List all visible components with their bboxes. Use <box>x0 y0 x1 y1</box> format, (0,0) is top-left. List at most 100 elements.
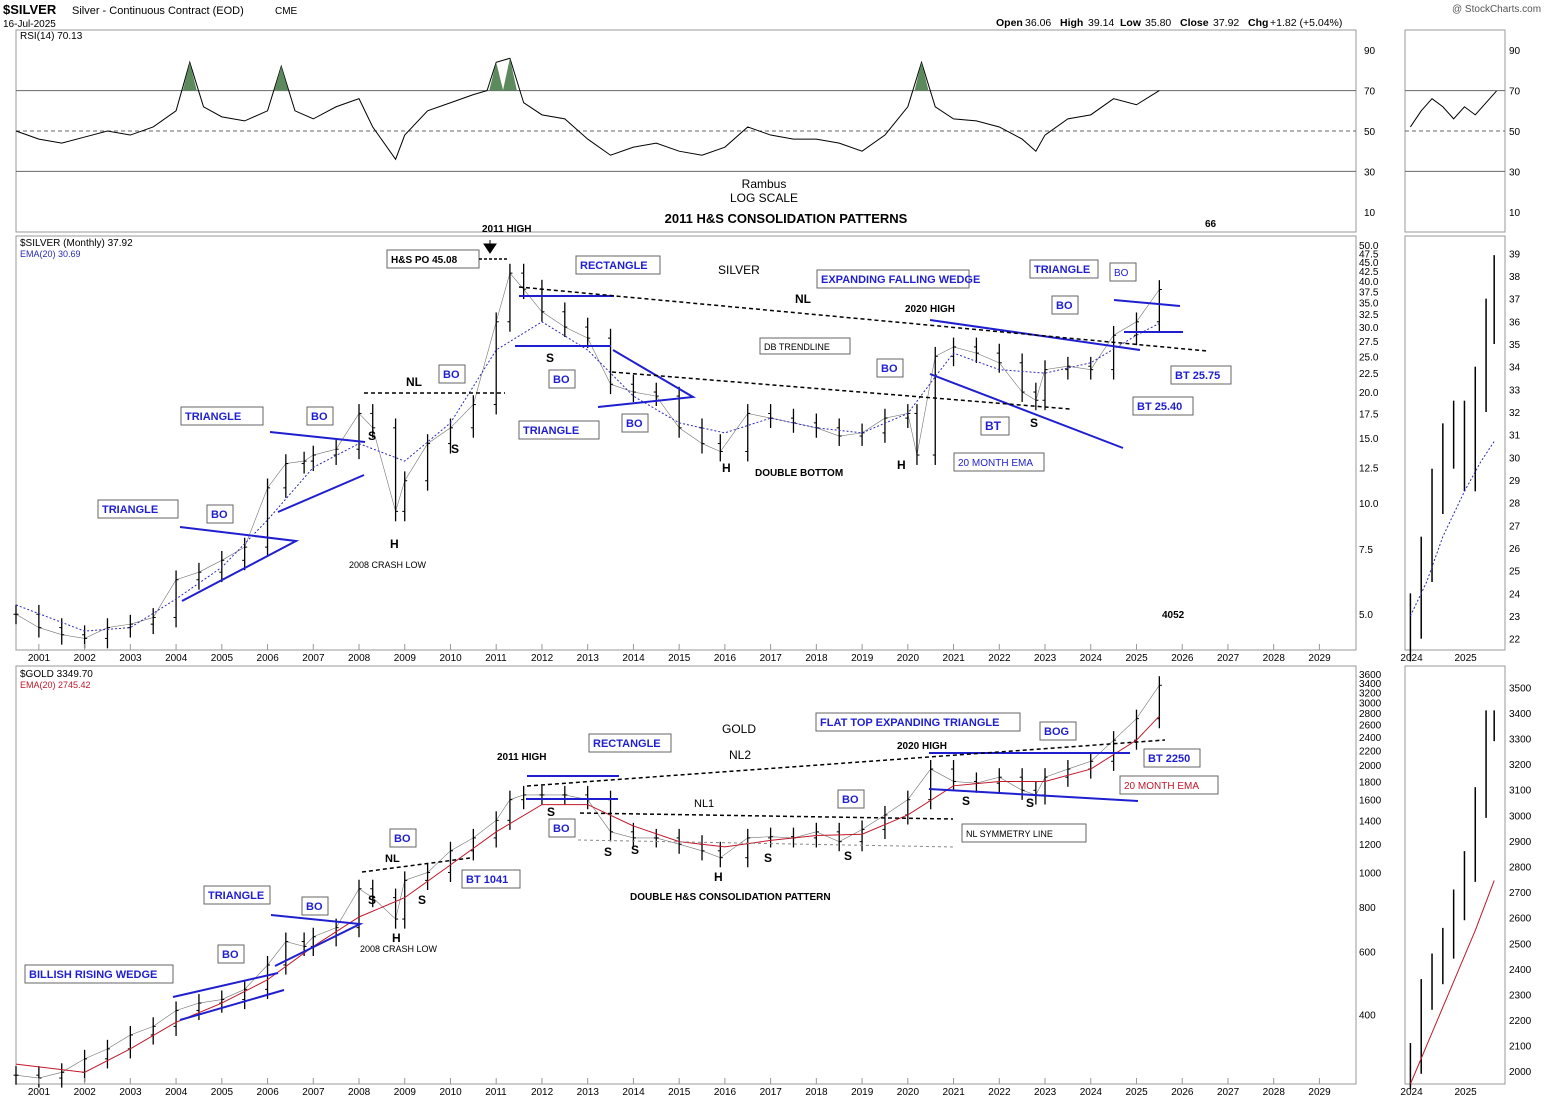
inset-silver-tick: 36 <box>1509 317 1521 328</box>
silver-db-trendline: DB TRENDLINE <box>764 342 830 352</box>
silver-title: SILVER <box>718 263 760 277</box>
silver-triangle-label-2: TRIANGLE <box>102 504 158 516</box>
silver-x-tick: 2005 <box>211 653 234 664</box>
s-marker: S <box>1026 796 1034 810</box>
inset-gold-tick: 2200 <box>1509 1016 1532 1027</box>
bt2250-box <box>1143 748 1201 768</box>
gold-bt2250: BT 2250 <box>1148 753 1190 765</box>
high-label: High <box>1060 17 1083 29</box>
h-marker: H <box>714 870 723 884</box>
close-label: Close <box>1180 17 1209 29</box>
gold-sh-markers: S S H S S S H S S S S <box>368 794 1034 945</box>
inset-gold-tick: 2100 <box>1509 1042 1532 1053</box>
price-path <box>15 272 1160 639</box>
s-marker: S <box>547 805 555 819</box>
rsi-line <box>15 57 1160 161</box>
gold-x-tick: 2008 <box>348 1087 371 1098</box>
silver-x-tick: 2028 <box>1263 653 1286 664</box>
gold-bog: BOG <box>1044 726 1069 738</box>
silver-y-tick: 35.0 <box>1359 298 1379 309</box>
inset-gold-tick: 2700 <box>1509 888 1532 899</box>
silver-bo-boxes: BO BO BO BO BO BO BO BO <box>206 262 1137 524</box>
inset-gold-tick: 2000 <box>1509 1067 1532 1078</box>
silver-y-tick: 12.5 <box>1359 463 1379 474</box>
gold-rectangle-label: RECTANGLE <box>593 738 661 750</box>
gold-y-tick: 400 <box>1359 1010 1376 1021</box>
s-marker: S <box>764 851 772 865</box>
rsi-legend: RSI(14) 70.13 <box>20 31 83 42</box>
silver-y-tick: 40.0 <box>1359 277 1379 288</box>
rsi-overbought-fill <box>274 66 289 91</box>
title-rambus: Rambus <box>742 177 787 191</box>
silver-x-tick: 2009 <box>394 653 417 664</box>
bo-label: BO <box>626 418 643 430</box>
s-marker: S <box>604 845 612 859</box>
hs-po-label: H&S PO 45.08 <box>391 255 458 266</box>
arrow-down-icon <box>483 240 497 254</box>
bo-label: BO <box>222 949 239 961</box>
s-marker: S <box>368 893 376 907</box>
gold-x-tick: 2027 <box>1217 1087 1240 1098</box>
gold-x-tick: 2014 <box>622 1087 645 1098</box>
silver-double-bottom: DOUBLE BOTTOM <box>755 468 843 479</box>
gold-triangle-box <box>203 885 271 905</box>
gold-y-tick: 1200 <box>1359 840 1382 851</box>
inset-rsi-line <box>1409 90 1498 128</box>
gold-2020-high: 2020 HIGH <box>897 741 947 752</box>
description: Silver - Continuous Contract (EOD) <box>72 5 244 17</box>
bo-label: BO <box>1056 300 1073 312</box>
silver-2011-high: 2011 HIGH <box>482 224 531 235</box>
inset-gold-x-tick: 2025 <box>1454 1087 1477 1098</box>
gold-x-tick: 2001 <box>28 1087 51 1098</box>
silver-x-tick: 2008 <box>348 653 371 664</box>
silver-triangle-label-1: TRIANGLE <box>185 411 241 423</box>
gold-legend: $GOLD 3349.70 <box>20 669 93 680</box>
silver-nl-left: NL <box>406 375 422 389</box>
gold-y-tick: 600 <box>1359 948 1376 959</box>
gold-x-tick: 2024 <box>1080 1087 1103 1098</box>
s-marker: S <box>631 843 639 857</box>
gold-y-tick: 3400 <box>1359 679 1382 690</box>
open-label: Open <box>996 17 1023 29</box>
s-marker: S <box>844 849 852 863</box>
inset-gold-tick: 2300 <box>1509 990 1532 1001</box>
silver-y-tick: 42.5 <box>1359 267 1379 278</box>
silver-trendlines <box>364 286 1208 410</box>
bt2575-box <box>1170 365 1232 385</box>
silver-nl-right: NL <box>795 292 811 306</box>
rsi-y-tick: 30 <box>1364 167 1376 178</box>
silver-y-tick: 50.0 <box>1359 241 1379 252</box>
inset-silver-tick: 31 <box>1509 431 1521 442</box>
bt2540-box <box>1132 396 1194 416</box>
silver-y-tick: 5.0 <box>1359 610 1373 621</box>
silver-x-tick: 2007 <box>302 653 325 664</box>
inset-silver-tick: 25 <box>1509 567 1521 578</box>
gold-panel-frame <box>15 665 1357 1085</box>
silver-x-tick: 2006 <box>257 653 280 664</box>
silver-y-tick: 7.5 <box>1359 545 1373 556</box>
watermark: @ StockCharts.com <box>1452 4 1541 15</box>
silver-panel-frame <box>15 235 1357 651</box>
inset-silver-frame <box>1404 235 1506 651</box>
rsi-side-note: 66 <box>1205 219 1217 230</box>
silver-bt2575: BT 25.75 <box>1175 370 1220 382</box>
silver-bt: BT <box>985 419 1002 433</box>
gold-x-tick: 2007 <box>302 1087 325 1098</box>
gold-y-tick: 1000 <box>1359 868 1382 879</box>
gold-bt1041: BT 1041 <box>466 874 508 886</box>
inset-rsi-tick: 70 <box>1509 87 1521 98</box>
gold-x-tick: 2021 <box>943 1087 966 1098</box>
silver-x-tick: 2022 <box>988 653 1011 664</box>
gold-y-tick: 2400 <box>1359 733 1382 744</box>
inset-silver-tick: 29 <box>1509 476 1521 487</box>
rsi-y-tick: 70 <box>1364 87 1376 98</box>
inset-silver-tick: 34 <box>1509 363 1521 374</box>
silver-x-tick: 2015 <box>668 653 691 664</box>
s-marker: S <box>962 794 970 808</box>
inset-gold-tick: 3100 <box>1509 786 1532 797</box>
silver-ema20-label: 20 MONTH EMA <box>958 458 1033 469</box>
inset-gold-tick: 2800 <box>1509 862 1532 873</box>
inset-silver-tick: 37 <box>1509 295 1521 306</box>
inset-silver-x-tick: 2025 <box>1454 653 1477 664</box>
silver-x-tick: 2027 <box>1217 653 1240 664</box>
